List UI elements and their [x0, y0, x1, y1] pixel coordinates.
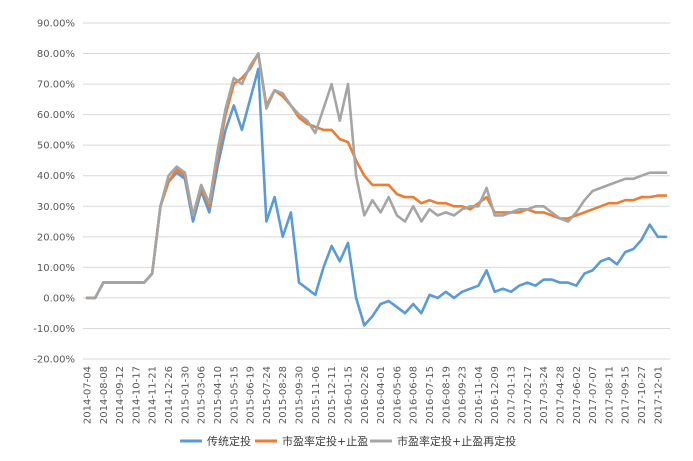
x-tick-label: 2014-12-26: [164, 366, 175, 424]
x-tick-label: 2015-01-30: [180, 366, 191, 424]
x-tick-label: 2014-08-08: [99, 366, 110, 424]
y-tick-label: -20.00%: [33, 355, 75, 366]
x-tick-label: 2015-06-19: [246, 366, 257, 424]
x-tick-label: 2015-04-10: [213, 366, 224, 424]
x-tick-label: 2017-09-15: [621, 366, 632, 424]
x-tick-label: 2017-08-11: [604, 366, 615, 424]
x-tick-label: 2015-05-15: [229, 366, 240, 424]
x-tick-label: 2016-05-06: [392, 366, 403, 424]
x-tick-label: 2016-11-04: [474, 366, 485, 424]
y-tick-label: 0.00%: [43, 293, 75, 304]
x-tick-label: 2016-09-23: [458, 366, 469, 424]
y-tick-label: 70.00%: [37, 80, 75, 91]
x-tick-label: 2015-12-11: [327, 366, 338, 424]
x-tick-label: 2016-07-15: [425, 366, 436, 424]
x-tick-label: 2015-08-28: [278, 366, 289, 424]
x-axis-ticks: 2014-07-04 2014-08-08 2014-09-12 2014-10-17…: [83, 366, 665, 424]
legend-label: 市盈率定投+止盈: [282, 434, 368, 448]
x-tick-label: 2016-02-26: [360, 366, 371, 424]
y-tick-label: -10.00%: [33, 324, 75, 335]
x-tick-label: 2015-03-06: [197, 366, 208, 424]
x-tick-label: 2015-07-24: [262, 366, 273, 424]
legend-label: 传统定投: [207, 434, 251, 448]
x-tick-label: 2017-12-01: [653, 366, 664, 424]
x-tick-label: 2016-04-01: [376, 366, 387, 424]
x-tick-label: 2014-11-21: [148, 366, 159, 424]
x-tick-label: 2017-10-27: [637, 366, 648, 424]
x-tick-label: 2014-10-17: [131, 366, 142, 424]
x-tick-label: 2015-11-06: [311, 366, 322, 424]
series-lines: [85, 52, 668, 327]
series-line-1: [85, 67, 668, 327]
y-tick-label: 40.00%: [37, 171, 75, 182]
x-tick-label: 2017-06-02: [572, 366, 583, 424]
x-tick-label: 2017-02-17: [523, 366, 534, 424]
y-tick-label: 80.00%: [37, 49, 75, 60]
y-tick-label: 30.00%: [37, 202, 75, 213]
x-tick-label: 2017-04-28: [555, 366, 566, 424]
x-tick-label: 2017-01-13: [507, 366, 518, 424]
y-tick-label: 60.00%: [37, 110, 75, 121]
series-line-3: [85, 52, 668, 300]
legend-label: 市盈率定投+止盈再定投: [397, 434, 516, 448]
x-tick-label: 2014-09-12: [115, 366, 126, 424]
y-tick-label: 20.00%: [37, 232, 75, 243]
x-tick-label: 2016-06-08: [409, 366, 420, 424]
legend: 传统定投 市盈率定投+止盈 市盈率定投+止盈再定投: [180, 434, 516, 448]
x-tick-label: 2015-09-30: [295, 366, 306, 424]
x-tick-label: 2014-07-04: [83, 366, 94, 424]
y-axis-ticks: -20.00% -10.00% 0.00% 10.00% 20.00% 30.00% 40.…: [33, 19, 75, 366]
y-tick-label: 50.00%: [37, 141, 75, 152]
x-tick-label: 2016-01-15: [343, 366, 354, 424]
y-tick-label: 90.00%: [37, 19, 75, 30]
y-tick-label: 10.00%: [37, 263, 75, 274]
x-tick-label: 2017-03-24: [539, 366, 550, 424]
series-line-2: [85, 52, 668, 300]
x-tick-label: 2016-08-19: [441, 366, 452, 424]
x-tick-label: 2016-12-09: [490, 366, 501, 424]
x-tick-label: 2017-07-07: [588, 366, 599, 424]
